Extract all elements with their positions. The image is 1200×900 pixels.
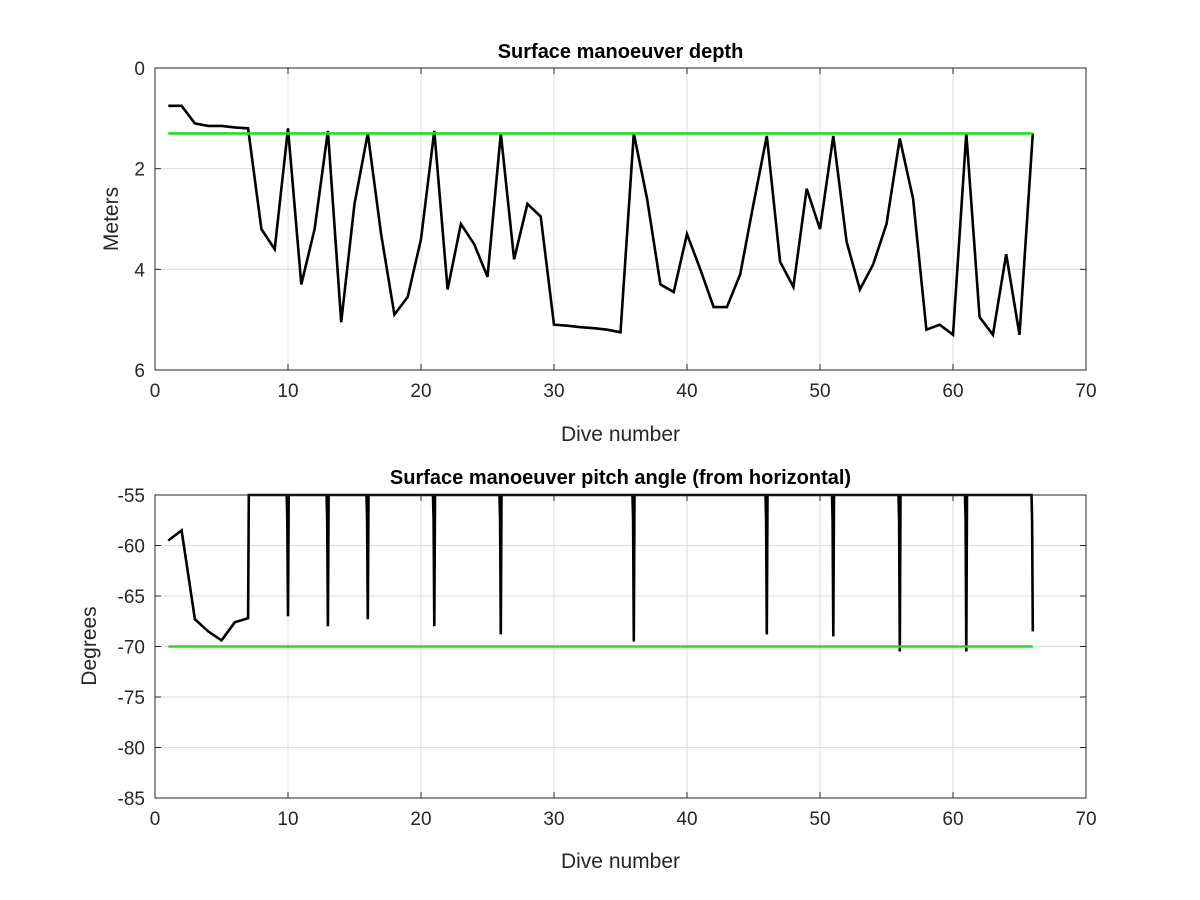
pitch-x-tick-label: 10	[277, 809, 298, 830]
pitch-x-tick-label: 0	[150, 809, 161, 830]
pitch-x-tick-label: 70	[1075, 809, 1096, 830]
depth-gridlines	[155, 68, 1086, 370]
depth-x-tick-label: 30	[543, 381, 564, 402]
depth-x-tick-label: 50	[809, 381, 830, 402]
depth-x-tick-label: 10	[277, 381, 298, 402]
pitch-x-tick-label: 40	[676, 809, 697, 830]
depth-chart: 0 10 20 30 40 50 60 70 0 2 4 6 Surface manoeuver de…	[100, 41, 1097, 446]
pitch-data-line	[167, 493, 1035, 652]
depth-x-axis-label: Dive number	[561, 423, 680, 446]
depth-x-tick-label: 60	[942, 381, 963, 402]
depth-x-tick-label: 0	[150, 381, 161, 402]
depth-y-tick-label: 0	[134, 59, 145, 80]
pitch-series	[167, 493, 1035, 652]
pitch-y-axis-label: Degrees	[78, 606, 101, 685]
depth-axes-frame	[154, 67, 1087, 371]
pitch-y-tick-label: -70	[118, 638, 145, 659]
depth-x-tick-label: 70	[1075, 381, 1096, 402]
depth-series	[168, 104, 1035, 339]
depth-y-tick-label: 6	[134, 361, 145, 382]
pitch-x-tick-label: 50	[809, 809, 830, 830]
depth-y-tick-label: 2	[134, 160, 145, 181]
depth-data-line	[168, 104, 1035, 339]
pitch-chart-title: Surface manoeuver pitch angle (from hori…	[390, 467, 851, 489]
depth-x-tick-label: 20	[410, 381, 431, 402]
pitch-y-tick-label: -85	[118, 789, 145, 810]
pitch-x-tick-label: 30	[543, 809, 564, 830]
pitch-x-tick-label: 20	[410, 809, 431, 830]
depth-y-axis-label: Meters	[100, 187, 123, 251]
depth-y-tick-label: 4	[134, 260, 145, 281]
pitch-y-tick-label: -75	[118, 688, 145, 709]
pitch-x-axis-label: Dive number	[561, 850, 680, 873]
pitch-ticks: 0 10 20 30 40 50 60 70 -55 -60 -65 -70 -75 -80 -85	[118, 486, 1097, 830]
pitch-angle-chart: 0 10 20 30 40 50 60 70 -55 -60 -65 -70 -75 -80 -85 Sur…	[78, 467, 1097, 873]
pitch-y-tick-label: -65	[118, 587, 145, 608]
pitch-y-tick-label: -80	[118, 739, 145, 760]
depth-ticks: 0 10 20 30 40 50 60 70 0 2 4 6	[134, 59, 1096, 402]
pitch-y-tick-label: -60	[118, 537, 145, 558]
depth-chart-title: Surface manoeuver depth	[498, 41, 744, 63]
pitch-y-tick-label: -55	[118, 486, 145, 507]
pitch-x-tick-label: 60	[942, 809, 963, 830]
depth-x-tick-label: 40	[676, 381, 697, 402]
